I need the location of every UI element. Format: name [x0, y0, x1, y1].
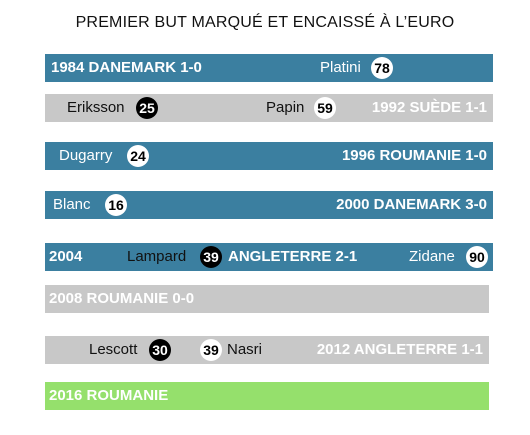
match-label: ANGLETERRE 2-1 [228, 248, 358, 265]
minute-badge: 39 [200, 339, 222, 361]
match-label: 1992 SUÈDE 1-1 [371, 99, 487, 116]
match-label: 2000 DANEMARK 3-0 [336, 196, 487, 213]
match-year: 2004 [49, 248, 83, 265]
scorer-name: Nasri [227, 341, 263, 358]
minute-badge: 78 [371, 57, 393, 79]
row-1996: Dugarry 24 1996 ROUMANIE 1-0 [45, 142, 493, 170]
row-2000: Blanc 16 2000 DANEMARK 3-0 [45, 191, 493, 219]
row-2016: 2016 ROUMANIE [45, 382, 489, 410]
chart-title: PREMIER BUT MARQUÉ ET ENCAISSÉ À L’EURO [75, 14, 455, 31]
conceded-name: Lampard [127, 248, 187, 265]
row-2008: 2008 ROUMANIE 0-0 [45, 285, 489, 313]
minute-badge: 16 [105, 194, 127, 216]
scorer-name: Platini [320, 59, 361, 76]
scorer-name: Papin [266, 99, 305, 116]
match-label: 2008 ROUMANIE 0-0 [49, 290, 195, 307]
row-2004: 2004 Lampard 39 ANGLETERRE 2-1 Zidane 90 [45, 243, 493, 271]
scorer-name: Blanc [53, 196, 91, 213]
conceded-name: Lescott [89, 341, 138, 358]
scorer-name: Zidane [409, 248, 455, 265]
minute-badge: 24 [127, 145, 149, 167]
match-label: 1996 ROUMANIE 1-0 [341, 147, 487, 164]
minute-badge: 59 [314, 97, 336, 119]
match-label: 1984 DANEMARK 1-0 [51, 59, 202, 76]
row-2012: Lescott 30 39 Nasri 2012 ANGLETERRE 1-1 [45, 336, 489, 364]
match-label: 2012 ANGLETERRE 1-1 [316, 341, 483, 358]
minute-badge: 90 [466, 246, 488, 268]
row-1992: Eriksson 25 Papin 59 1992 SUÈDE 1-1 [45, 94, 493, 122]
scorer-name: Dugarry [59, 147, 113, 164]
match-label: 2016 ROUMANIE [49, 387, 169, 404]
conceded-name: Eriksson [67, 99, 125, 116]
conceded-minute-badge: 25 [136, 97, 158, 119]
row-1984: 1984 DANEMARK 1-0 Platini 78 [45, 54, 493, 82]
conceded-minute-badge: 39 [200, 246, 222, 268]
conceded-minute-badge: 30 [149, 339, 171, 361]
